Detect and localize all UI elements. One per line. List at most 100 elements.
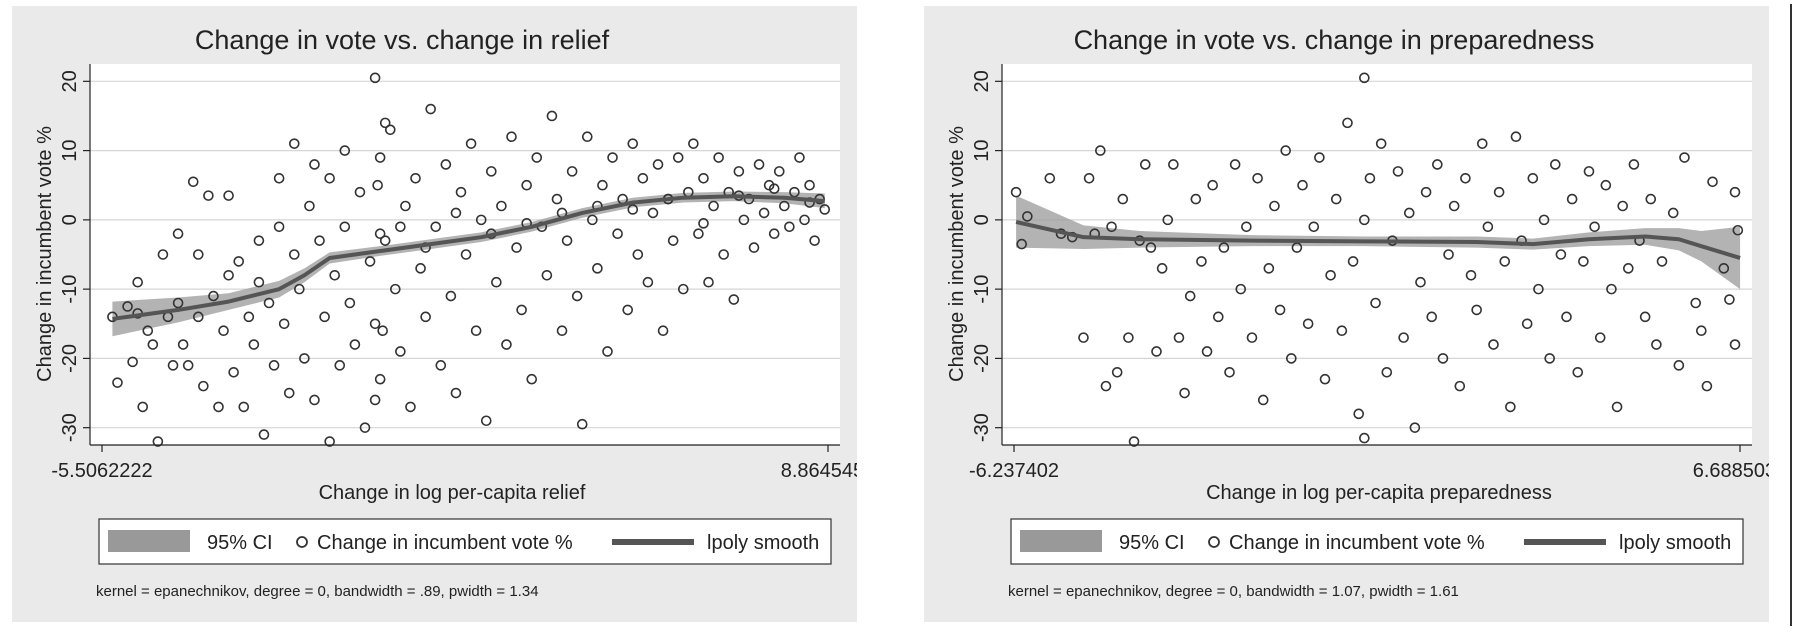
data-point (602, 346, 613, 357)
data-point (1623, 263, 1634, 274)
legend-label-ci: 95% CI (207, 532, 273, 554)
data-point (1465, 269, 1477, 281)
data-point (450, 387, 462, 399)
data-point (339, 145, 351, 156)
legend-swatch-ci (108, 530, 190, 552)
chart-title: Change in vote vs. change in relief (195, 25, 610, 55)
data-point (622, 304, 634, 316)
y-tick-label: -30 (59, 413, 81, 442)
data-point (1583, 166, 1595, 177)
data-point (1128, 436, 1140, 447)
data-point (1364, 173, 1376, 184)
data-point (632, 249, 644, 260)
legend-label-smooth: lpoly smooth (1619, 532, 1731, 554)
data-point (1578, 256, 1589, 267)
y-tick-label: -10 (971, 275, 993, 304)
chart-panel-relief: Change in vote vs. change in relief 20 10… (12, 6, 857, 622)
data-point (743, 193, 755, 205)
data-point (1488, 339, 1499, 350)
data-point (283, 387, 295, 399)
data-point (1589, 221, 1600, 233)
data-point (263, 297, 275, 309)
data-point (187, 176, 199, 188)
data-point (693, 228, 704, 240)
data-point (1359, 72, 1370, 84)
x-tick-label: 6.6885037 (1693, 460, 1769, 482)
data-point (1252, 173, 1263, 184)
data-point (157, 249, 169, 260)
x-tick-label: 8.8645458 (781, 460, 857, 482)
y-tick-label: 0 (971, 214, 993, 225)
data-point (253, 235, 265, 246)
data-point (1696, 325, 1707, 337)
data-point (193, 249, 204, 260)
plot-area (90, 64, 840, 445)
legend-label-points: Change in incumbent vote % (1229, 532, 1485, 554)
data-point (1257, 394, 1269, 406)
data-point (531, 152, 543, 163)
x-axis-ticks: -6.237402 6.6885037 (969, 445, 1769, 482)
data-point (1701, 380, 1713, 392)
data-point (273, 173, 285, 184)
y-tick-label: -10 (59, 275, 81, 304)
data-point (132, 276, 143, 288)
scatter-points (1010, 72, 1744, 447)
data-point (384, 124, 396, 136)
data-point (1443, 249, 1454, 260)
y-tick-label: -20 (59, 344, 81, 373)
data-point (1667, 207, 1679, 219)
legend-swatch-points (1208, 536, 1220, 548)
data-point (430, 221, 442, 233)
data-point (152, 436, 164, 447)
y-tick-label: 10 (59, 139, 81, 161)
data-point (1330, 193, 1342, 205)
x-tick-label: -6.237402 (969, 460, 1059, 482)
smooth-line (1015, 219, 1741, 260)
data-point (642, 276, 654, 288)
data-point (698, 218, 709, 229)
chart-note: kernel = epanechnikov, degree = 0, bandw… (96, 583, 539, 600)
data-point (329, 269, 341, 281)
data-point (1359, 214, 1370, 226)
data-point (1280, 145, 1291, 156)
data-point (1437, 353, 1449, 364)
data-point (1707, 176, 1718, 188)
data-point (1544, 353, 1555, 364)
grid-lines (1002, 80, 1752, 429)
legend-label-smooth: lpoly smooth (707, 532, 819, 554)
data-point (213, 401, 224, 413)
data-point (1432, 159, 1443, 170)
data-point (364, 256, 376, 267)
data-point (182, 360, 194, 371)
data-point (1415, 276, 1426, 288)
frame-divider (1790, 4, 1792, 626)
data-point (450, 207, 462, 219)
data-point (566, 166, 578, 177)
data-point (1617, 200, 1628, 212)
data-point (667, 235, 679, 246)
data-point (395, 346, 406, 357)
y-axis-ticks: 20 10 0 -10 -20 -30 (971, 70, 1002, 442)
data-point (1044, 173, 1056, 184)
data-point (1196, 256, 1207, 267)
legend-box (98, 518, 832, 565)
data-point (1353, 408, 1365, 420)
x-axis-label: Change in log per-capita relief (319, 482, 586, 504)
data-point (334, 360, 346, 371)
data-point (405, 401, 416, 413)
data-point (369, 72, 381, 84)
data-point (203, 190, 214, 201)
data-point (1308, 221, 1320, 233)
data-point (218, 325, 229, 337)
data-point (372, 179, 383, 191)
data-point (511, 242, 522, 253)
data-point (1729, 186, 1741, 198)
data-point (1639, 311, 1651, 323)
data-point (1718, 263, 1730, 274)
data-point (1398, 332, 1409, 343)
data-point (758, 207, 770, 219)
data-point (377, 325, 388, 337)
data-point (243, 311, 255, 323)
data-point (1690, 297, 1702, 309)
data-point (1645, 193, 1657, 205)
